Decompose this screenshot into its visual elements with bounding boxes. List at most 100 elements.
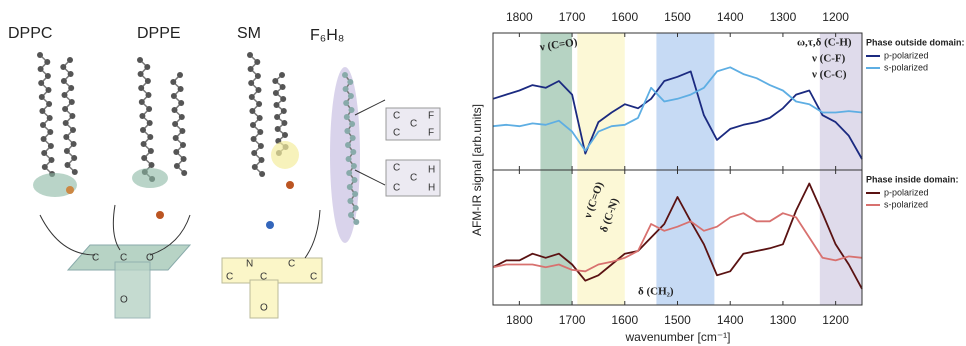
atom <box>348 212 354 218</box>
x-tick-label: 1300 <box>770 313 797 327</box>
x-tick-label: 1600 <box>611 10 638 24</box>
atom <box>349 121 355 127</box>
atom <box>275 126 281 132</box>
atom <box>66 186 74 194</box>
fragment-atom: C <box>393 128 400 139</box>
atom <box>350 135 356 141</box>
fragment-atom: O <box>260 303 268 314</box>
legend-title: Phase outside domain: <box>866 37 965 47</box>
atom <box>174 163 180 169</box>
atom <box>146 106 152 112</box>
atom <box>147 134 153 140</box>
atom <box>255 73 261 79</box>
fragment-atom: O <box>120 295 128 306</box>
fragment-atom: N <box>246 259 253 270</box>
atom <box>259 171 265 177</box>
atom <box>144 64 150 70</box>
atom <box>139 99 145 105</box>
atom <box>349 107 355 113</box>
atom <box>257 129 263 135</box>
x-tick-label: 1500 <box>664 10 691 24</box>
atom <box>146 92 152 98</box>
atom <box>141 141 147 147</box>
atom <box>65 162 71 168</box>
atom <box>251 150 257 156</box>
atom <box>69 99 75 105</box>
atom <box>47 129 53 135</box>
amide-plane <box>222 258 322 283</box>
molecule-label: DPPE <box>137 25 181 42</box>
atom <box>343 86 349 92</box>
atom <box>71 141 77 147</box>
atom <box>178 100 184 106</box>
atom <box>347 79 353 85</box>
fragment-atom: C <box>410 173 417 184</box>
legend-label: s-polarized <box>884 199 928 209</box>
atom <box>343 100 349 106</box>
atom <box>140 127 146 133</box>
atom <box>172 107 178 113</box>
x-tick-label: 1700 <box>559 10 586 24</box>
atom <box>148 148 154 154</box>
atom <box>180 142 186 148</box>
x-tick-label: 1200 <box>822 10 849 24</box>
legend-label: s-polarized <box>884 62 928 72</box>
atom <box>173 149 179 155</box>
x-tick-label: 1200 <box>822 313 849 327</box>
y-axis-label: AFM-IR signal [arb.units] <box>470 104 484 236</box>
atom <box>274 114 280 120</box>
fragment-atom: C <box>393 111 400 122</box>
atom <box>348 93 354 99</box>
f6h8-shape <box>330 67 360 243</box>
atom <box>345 142 351 148</box>
atom <box>177 72 183 78</box>
annotation: ν (C-C) <box>811 69 847 81</box>
fragment-atom: C <box>410 119 417 130</box>
atom <box>137 57 143 63</box>
atom <box>346 156 352 162</box>
fragment-atom: C <box>393 183 400 194</box>
atom <box>279 72 285 78</box>
band <box>540 170 572 305</box>
x-tick-label: 1400 <box>717 313 744 327</box>
annotation: ν (C-F) <box>811 53 846 65</box>
atom <box>64 148 70 154</box>
atom <box>141 155 147 161</box>
atom <box>138 71 144 77</box>
atom <box>170 79 176 85</box>
atom <box>172 121 178 127</box>
atom <box>344 128 350 134</box>
fragment-atom: C <box>260 272 267 283</box>
atom <box>40 122 46 128</box>
atom <box>251 136 257 142</box>
fragment-atom: C <box>288 259 295 270</box>
atom <box>352 191 358 197</box>
molecule-label: F₆H₈ <box>310 27 344 44</box>
x-tick-label: 1800 <box>506 10 533 24</box>
atom <box>256 101 262 107</box>
atom <box>41 136 47 142</box>
bond <box>40 55 52 174</box>
atom <box>266 221 274 229</box>
fragment-atom: C <box>310 272 317 283</box>
annotation: ω,τ,δ (C-H) <box>797 37 852 49</box>
atom <box>63 134 69 140</box>
atom <box>347 184 353 190</box>
atom <box>280 84 286 90</box>
atom <box>350 149 356 155</box>
fragment-atom: F <box>428 111 434 122</box>
atom <box>179 128 185 134</box>
atom <box>45 73 51 79</box>
atom <box>70 127 76 133</box>
atom <box>281 108 287 114</box>
atom <box>37 52 43 58</box>
fragment-atom: C <box>120 253 127 264</box>
fragment-atom: C <box>226 272 233 283</box>
band <box>540 33 572 170</box>
atom <box>286 181 294 189</box>
atom <box>181 156 187 162</box>
annotation: δ (CH₂) <box>638 286 674 298</box>
atom <box>46 87 52 93</box>
atom <box>69 113 75 119</box>
atom <box>61 78 67 84</box>
